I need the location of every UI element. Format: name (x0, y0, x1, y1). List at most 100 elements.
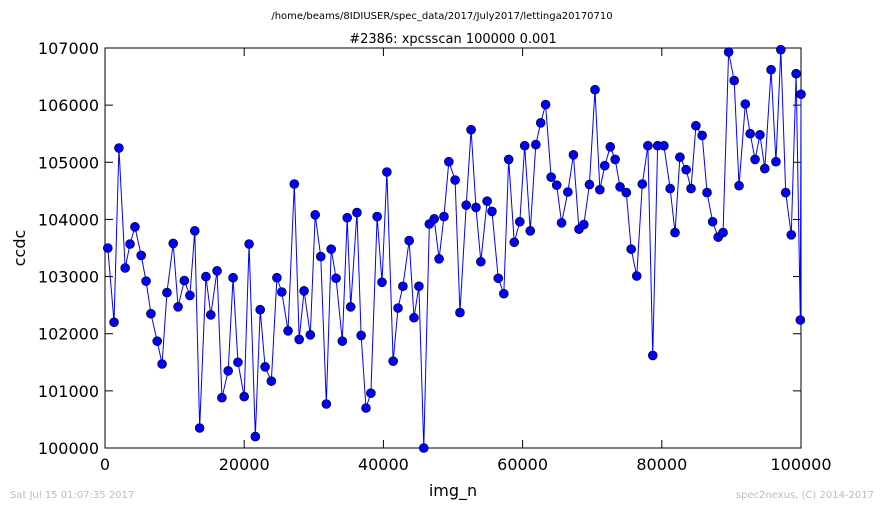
marker (621, 187, 632, 198)
marker (723, 47, 734, 57)
x-tick-label: 80000 (636, 455, 687, 474)
y-tick-label: 104000 (38, 210, 99, 229)
marker (439, 211, 449, 222)
marker (418, 443, 429, 453)
suptitle: /home/beams/8IDIUSER/spec_data/2017/July… (271, 11, 612, 22)
marker (276, 287, 287, 297)
marker (493, 273, 504, 284)
marker (398, 281, 408, 292)
marker (670, 227, 680, 238)
marker (356, 330, 366, 341)
y-tick-label: 107000 (38, 39, 99, 58)
marker (233, 357, 243, 368)
marker (599, 160, 610, 171)
line (107, 49, 802, 449)
marker (631, 271, 642, 281)
x-tick-label: 60000 (497, 455, 548, 474)
marker (244, 239, 254, 249)
marker (795, 315, 806, 325)
marker (740, 99, 751, 109)
marker (718, 227, 728, 238)
marker (729, 75, 739, 86)
marker (780, 187, 791, 198)
marker (535, 118, 546, 128)
marker (228, 272, 238, 283)
marker (444, 156, 454, 167)
marker (342, 212, 353, 223)
chart-title: #2386: xpcsscan 100000 0.001 (349, 32, 557, 47)
marker (120, 263, 130, 273)
marker (466, 124, 476, 135)
x-tick-label: 40000 (358, 455, 409, 474)
marker (345, 302, 356, 312)
marker (201, 271, 211, 282)
marker (414, 281, 424, 292)
plot-frame (104, 47, 802, 449)
marker (461, 200, 472, 210)
y-tick-label: 101000 (38, 382, 99, 401)
marker (766, 64, 776, 75)
marker (531, 139, 541, 150)
marker (294, 334, 304, 345)
marker (125, 239, 135, 249)
marker (643, 140, 653, 151)
marker (450, 175, 460, 185)
marker (691, 120, 701, 131)
marker (556, 218, 567, 228)
marker (637, 179, 648, 189)
marker (776, 44, 786, 55)
marker (471, 202, 481, 213)
marker (499, 288, 509, 299)
marker (337, 336, 348, 346)
marker (429, 214, 440, 224)
marker (551, 180, 562, 190)
marker (194, 423, 205, 433)
marker (283, 326, 293, 336)
marker (681, 164, 691, 175)
marker (546, 172, 556, 182)
marker (239, 391, 249, 402)
marker (434, 254, 444, 264)
marker (130, 222, 140, 232)
marker (260, 362, 270, 372)
marker (503, 154, 514, 165)
marker (114, 143, 124, 153)
marker (525, 226, 536, 236)
marker (326, 244, 337, 254)
x-tick-label: 0 (100, 455, 110, 474)
marker (482, 196, 492, 206)
marker (305, 330, 316, 340)
marker (205, 310, 216, 320)
marker (361, 403, 371, 413)
marker (659, 140, 669, 151)
marker (146, 308, 156, 319)
marker (255, 304, 266, 315)
marker (152, 336, 162, 346)
marker (409, 312, 419, 323)
marker (136, 250, 146, 261)
marker (476, 256, 486, 267)
marker (745, 128, 755, 139)
marker (331, 273, 341, 284)
marker (647, 350, 658, 361)
marker (675, 152, 685, 162)
marker (102, 243, 113, 253)
marker (377, 277, 387, 288)
marker (509, 237, 520, 248)
marker (595, 184, 605, 195)
marker (626, 244, 636, 254)
marker (791, 68, 801, 79)
marker (615, 182, 625, 192)
marker (590, 84, 600, 95)
x-axis-label: img_n (429, 481, 477, 501)
marker (352, 207, 362, 218)
x-tick-label: 100000 (770, 455, 831, 474)
marker (250, 431, 261, 442)
y-tick-label: 106000 (38, 96, 99, 115)
marker (310, 210, 320, 220)
marker (109, 317, 119, 328)
marker (185, 290, 195, 301)
marker (579, 219, 589, 230)
marker (796, 89, 806, 100)
y-axis-label: ccdc (10, 230, 29, 267)
